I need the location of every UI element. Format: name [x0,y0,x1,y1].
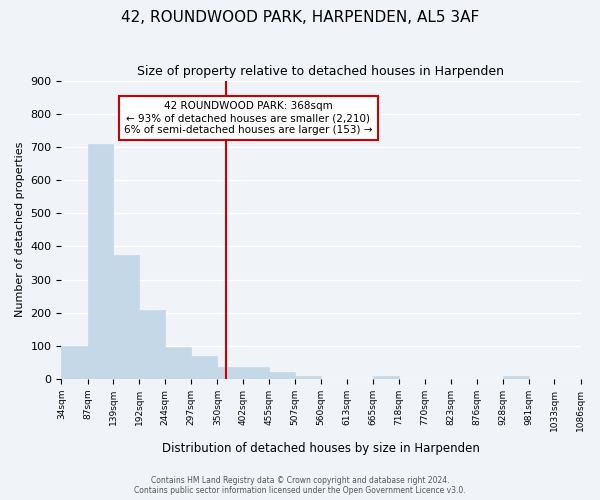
Bar [269,372,295,379]
Text: 42 ROUNDWOOD PARK: 368sqm
← 93% of detached houses are smaller (2,210)
6% of sem: 42 ROUNDWOOD PARK: 368sqm ← 93% of detac… [124,102,373,134]
Y-axis label: Number of detached properties: Number of detached properties [15,142,25,318]
Bar [191,356,217,379]
Bar [61,346,88,379]
Bar [165,346,191,379]
Bar [503,376,529,379]
Text: Contains HM Land Registry data © Crown copyright and database right 2024.
Contai: Contains HM Land Registry data © Crown c… [134,476,466,495]
Bar [88,144,113,379]
Text: 42, ROUNDWOOD PARK, HARPENDEN, AL5 3AF: 42, ROUNDWOOD PARK, HARPENDEN, AL5 3AF [121,10,479,25]
Bar [217,368,243,379]
Bar [295,376,321,379]
Bar [373,376,399,379]
Bar [139,310,165,379]
X-axis label: Distribution of detached houses by size in Harpenden: Distribution of detached houses by size … [162,442,480,455]
Bar [113,254,139,379]
Title: Size of property relative to detached houses in Harpenden: Size of property relative to detached ho… [137,65,505,78]
Bar [243,368,269,379]
